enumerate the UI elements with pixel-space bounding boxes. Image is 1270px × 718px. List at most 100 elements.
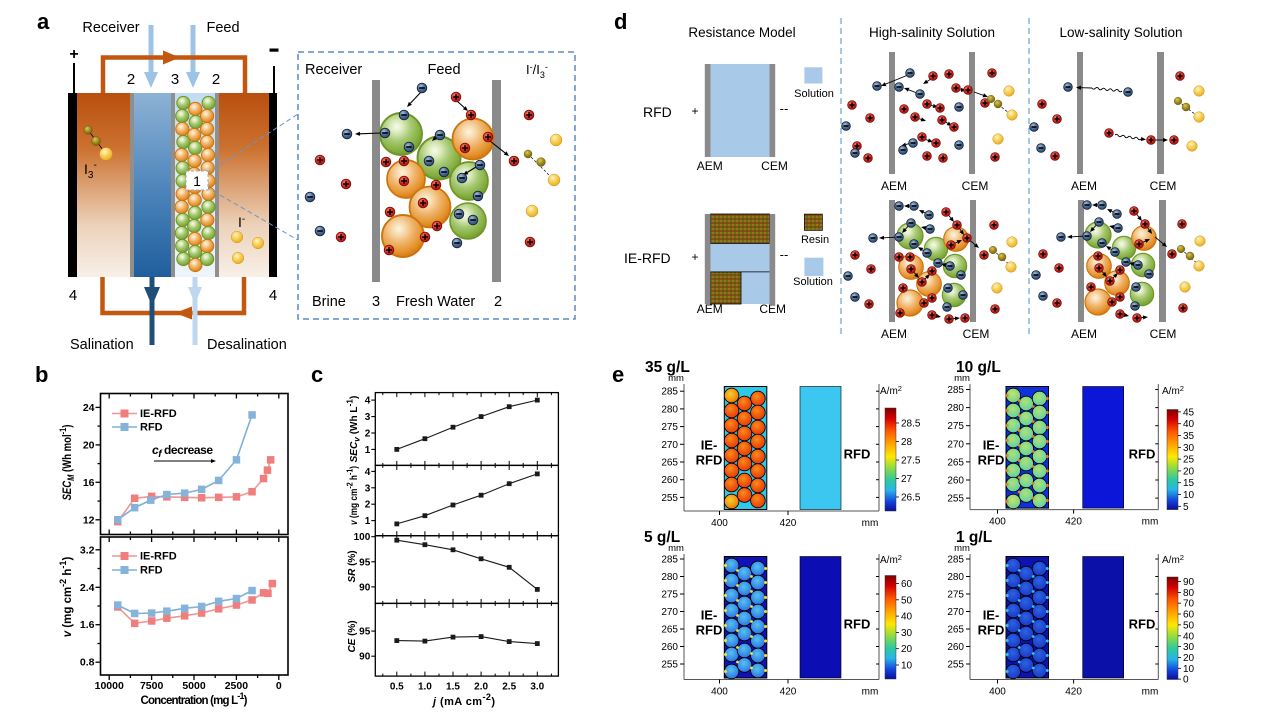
- svg-text:2.5: 2.5: [502, 682, 516, 693]
- svg-text:b: b: [35, 362, 48, 387]
- svg-text:3: 3: [372, 294, 380, 310]
- svg-text:CEM: CEM: [963, 327, 990, 341]
- svg-text:285: 285: [947, 385, 964, 396]
- svg-text:2: 2: [494, 294, 502, 310]
- svg-text:80: 80: [1183, 588, 1195, 599]
- svg-text:0: 0: [1183, 675, 1189, 686]
- svg-text:Receiver: Receiver: [305, 62, 362, 78]
- svg-text:30: 30: [1183, 642, 1195, 653]
- svg-text:260: 260: [947, 476, 964, 487]
- svg-text:255: 255: [947, 660, 964, 671]
- svg-text:4: 4: [269, 287, 277, 304]
- svg-text:e: e: [612, 362, 624, 387]
- svg-text:3: 3: [365, 483, 371, 494]
- svg-text:1.6: 1.6: [80, 619, 95, 631]
- svg-text:Salination: Salination: [70, 337, 134, 353]
- svg-text:CEM: CEM: [962, 179, 989, 193]
- svg-text:400: 400: [711, 687, 728, 698]
- svg-text:2: 2: [365, 428, 371, 439]
- svg-text:RFD: RFD: [1129, 447, 1156, 462]
- svg-text:60: 60: [901, 579, 913, 590]
- svg-text:10000: 10000: [95, 680, 124, 692]
- svg-text:20: 20: [83, 439, 95, 451]
- svg-text:+: +: [69, 46, 78, 63]
- svg-text:20: 20: [901, 644, 913, 655]
- svg-text:5000: 5000: [182, 680, 206, 692]
- svg-text:Feed: Feed: [206, 20, 239, 36]
- svg-text:mm: mm: [862, 518, 879, 529]
- svg-text:--: --: [780, 101, 789, 116]
- svg-text:RFD: RFD: [978, 453, 1005, 468]
- svg-text:265: 265: [661, 458, 678, 469]
- svg-text:285: 285: [947, 555, 964, 566]
- svg-text:RFD: RFD: [140, 565, 163, 577]
- svg-text:40: 40: [1183, 419, 1195, 430]
- svg-text:1.0: 1.0: [418, 682, 432, 693]
- svg-text:Resistance Model: Resistance Model: [688, 25, 795, 40]
- svg-text:Solution: Solution: [794, 88, 834, 100]
- svg-text:--: --: [780, 247, 789, 262]
- svg-text:CE (%): CE (%): [347, 620, 358, 652]
- svg-text:260: 260: [661, 475, 678, 486]
- svg-text:IE-: IE-: [701, 608, 718, 623]
- svg-text:400: 400: [989, 517, 1006, 528]
- svg-text:90: 90: [1183, 577, 1195, 588]
- svg-text:255: 255: [947, 494, 964, 505]
- svg-text:30: 30: [901, 628, 913, 639]
- svg-text:2.0: 2.0: [474, 682, 488, 693]
- svg-text:Resin: Resin: [801, 234, 829, 246]
- svg-text:35 g/L: 35 g/L: [645, 359, 690, 376]
- svg-text:IE-: IE-: [701, 438, 718, 453]
- svg-text:3: 3: [171, 71, 179, 88]
- svg-text:RFD: RFD: [844, 447, 871, 462]
- svg-text:2.4: 2.4: [80, 582, 95, 594]
- svg-text:CEM: CEM: [759, 302, 786, 316]
- svg-text:4: 4: [365, 467, 371, 478]
- svg-text:260: 260: [947, 642, 964, 653]
- svg-text:30: 30: [1183, 443, 1195, 454]
- svg-text:90: 90: [359, 582, 371, 593]
- svg-text:10: 10: [1183, 490, 1195, 501]
- svg-text:16: 16: [83, 477, 95, 489]
- svg-text:AEM: AEM: [1071, 327, 1097, 341]
- svg-text:26.5: 26.5: [901, 493, 921, 504]
- svg-text:265: 265: [947, 457, 964, 468]
- svg-text:35: 35: [1183, 431, 1195, 442]
- svg-text:40: 40: [901, 612, 913, 623]
- svg-text:280: 280: [661, 572, 678, 583]
- svg-text:+: +: [691, 250, 698, 264]
- svg-text:mm: mm: [1142, 687, 1159, 698]
- svg-text:270: 270: [947, 607, 964, 618]
- svg-text:420: 420: [1065, 517, 1082, 528]
- svg-text:100: 100: [354, 532, 371, 543]
- svg-text:1: 1: [365, 516, 371, 527]
- svg-text:IE-RFD: IE-RFD: [140, 551, 177, 563]
- svg-text:260: 260: [661, 642, 678, 653]
- svg-text:400: 400: [989, 687, 1006, 698]
- svg-text:Solution: Solution: [793, 276, 833, 288]
- svg-text:2: 2: [127, 71, 135, 88]
- svg-text:RFD: RFD: [978, 623, 1005, 638]
- svg-text:50: 50: [901, 595, 913, 606]
- svg-text:IE-: IE-: [983, 438, 1000, 453]
- svg-text:3: 3: [365, 412, 371, 423]
- svg-text:12: 12: [83, 514, 95, 526]
- svg-text:RFD: RFD: [1129, 617, 1156, 632]
- svg-text:SR (%): SR (%): [347, 550, 358, 582]
- svg-text:10: 10: [901, 661, 913, 672]
- svg-text:mm: mm: [862, 687, 879, 698]
- svg-text:Desalination: Desalination: [207, 337, 287, 353]
- svg-text:25: 25: [1183, 455, 1195, 466]
- svg-text:Fresh Water: Fresh Water: [396, 294, 475, 310]
- svg-text:4: 4: [365, 396, 371, 407]
- svg-text:AEM: AEM: [697, 302, 723, 316]
- svg-text:40: 40: [1183, 631, 1195, 642]
- svg-text:28: 28: [901, 437, 913, 448]
- svg-text:285: 285: [661, 387, 678, 398]
- svg-text:0.8: 0.8: [80, 657, 95, 669]
- svg-text:95: 95: [359, 627, 371, 638]
- svg-text:RFD: RFD: [696, 623, 723, 638]
- svg-text:45: 45: [1183, 407, 1195, 418]
- svg-text:280: 280: [947, 403, 964, 414]
- svg-text:270: 270: [661, 607, 678, 618]
